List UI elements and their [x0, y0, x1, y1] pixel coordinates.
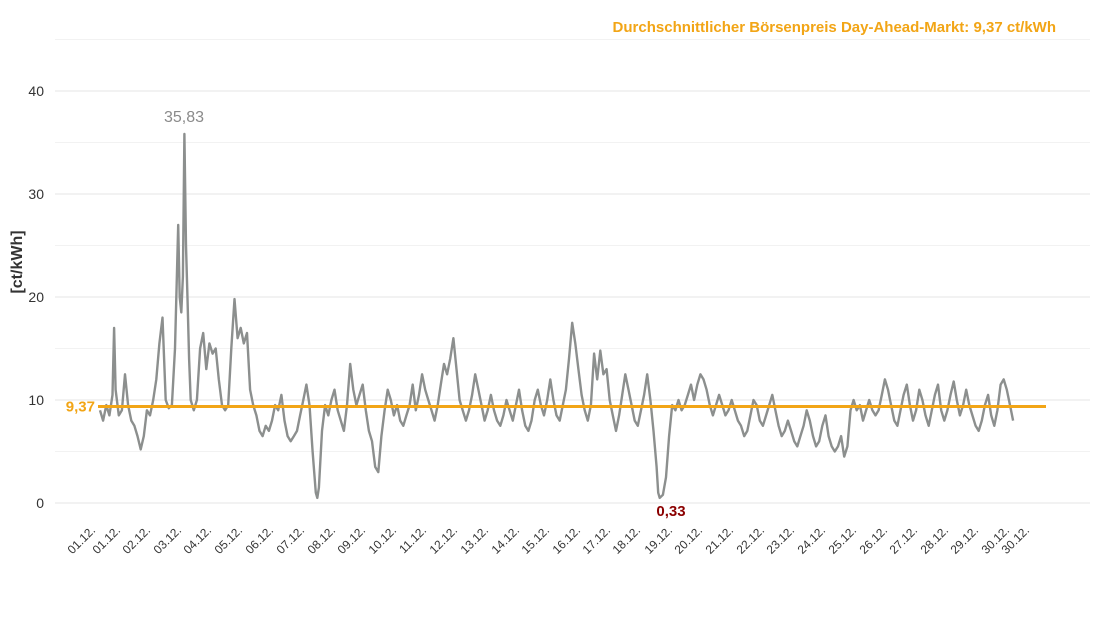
y-tick-label: 30: [28, 186, 44, 202]
x-tick-label: 27.12.: [887, 523, 920, 556]
x-tick-label: 19.12.: [642, 523, 675, 556]
x-tick-label: 17.12.: [580, 523, 613, 556]
x-tick-label: 25.12.: [826, 523, 859, 556]
average-label: 9,37: [66, 398, 95, 415]
x-tick-label: 07.12.: [274, 523, 307, 556]
x-tick-label: 09.12.: [335, 523, 368, 556]
x-tick-label: 02.12.: [120, 523, 153, 556]
x-tick-label: 11.12.: [396, 523, 429, 556]
y-tick-label: 20: [28, 289, 44, 305]
x-tick-label: 08.12.: [305, 523, 338, 556]
x-tick-label: 12.12.: [427, 523, 460, 556]
x-tick-label: 20.12.: [672, 523, 705, 556]
x-tick-label: 21.12.: [703, 523, 736, 556]
y-tick-label: 40: [28, 83, 44, 99]
x-tick-label: 24.12.: [795, 523, 828, 556]
x-tick-label: 16.12.: [550, 523, 583, 556]
price-series-line: [98, 132, 1015, 500]
x-tick-label: 18.12.: [610, 523, 643, 556]
max-value-label: 35,83: [164, 109, 204, 126]
x-tick-label: 10.12.: [366, 523, 399, 556]
x-tick-label: 28.12.: [918, 523, 951, 556]
x-tick-label: 22.12.: [734, 523, 767, 556]
x-tick-label: 05.12.: [212, 523, 245, 556]
chart-title: Durchschnittlicher Börsenpreis Day-Ahead…: [613, 19, 1056, 36]
x-tick-label: 01.12.: [90, 523, 123, 556]
x-tick-label: 23.12.: [764, 523, 797, 556]
y-tick-label: 10: [28, 392, 44, 408]
min-value-label: 0,33: [656, 503, 685, 520]
x-tick-label: 13.12.: [458, 523, 491, 556]
x-tick-label: 14.12.: [489, 523, 522, 556]
x-tick-label: 29.12.: [948, 523, 981, 556]
x-tick-label: 03.12.: [151, 523, 184, 556]
x-tick-label: 15.12.: [519, 523, 552, 556]
x-axis-ticks: 01.12.01.12.02.12.03.12.04.12.05.12.06.1…: [65, 523, 1032, 556]
y-tick-label: 0: [36, 495, 44, 511]
y-axis-ticks: 0 10 20 30 40: [28, 83, 44, 511]
x-tick-label: 06.12.: [243, 523, 276, 556]
y-axis-label: [ct/kWh]: [9, 230, 26, 293]
x-tick-label: 26.12.: [857, 523, 890, 556]
x-tick-label: 01.12.: [65, 523, 98, 556]
x-tick-label: 04.12.: [181, 523, 214, 556]
gridlines: [55, 39, 1090, 504]
